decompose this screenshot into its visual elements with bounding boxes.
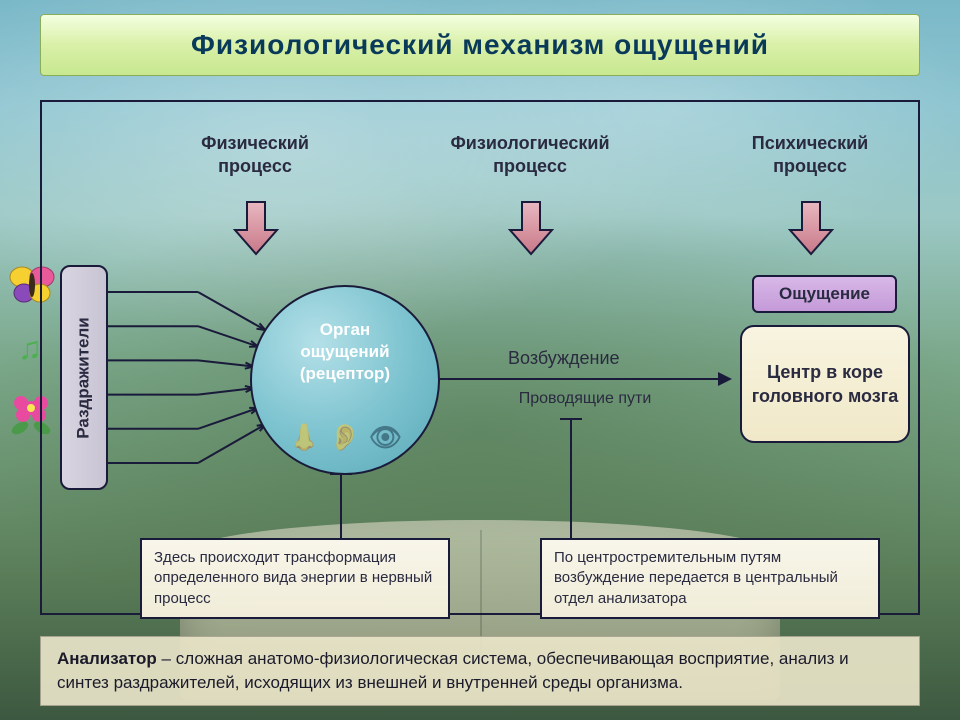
stimuli-box: Раздражители <box>60 265 108 490</box>
note-right-box: По центростремительным путям возбуждение… <box>540 538 880 619</box>
down-arrow-physiological <box>508 200 554 256</box>
organ-line2: ощущений <box>300 341 389 363</box>
note-left-text: Здесь происходит трансформация определен… <box>154 549 432 607</box>
footer-term: Анализатор <box>57 649 157 668</box>
organ-circle: Орган ощущений (рецептор) 👃 👂 👁 <box>250 285 440 475</box>
down-arrow-psychic <box>788 200 834 256</box>
label-psychic-process: Психический процесс <box>720 132 900 179</box>
sensation-label: Ощущение <box>779 284 870 304</box>
stimuli-label: Раздражители <box>74 317 94 438</box>
note-left-box: Здесь происходит трансформация определен… <box>140 538 450 619</box>
note-right-callout <box>570 420 572 538</box>
excitation-arrow <box>440 378 730 380</box>
music-note-icon: ♫ <box>18 330 42 367</box>
excitation-top-label: Возбуждение <box>508 348 620 369</box>
organ-line3: (рецептор) <box>300 363 390 385</box>
footer-definition: Анализатор – сложная анатомо-физиологиче… <box>40 636 920 706</box>
down-arrow-physical <box>233 200 279 256</box>
brain-center-box: Центр в коре головного мозга <box>740 325 910 443</box>
sensation-box: Ощущение <box>752 275 897 313</box>
organ-line1: Орган <box>320 319 370 341</box>
eye-icon: 👁 <box>369 421 402 455</box>
ear-icon: 👂 <box>328 421 360 455</box>
excitation-bottom-label: Проводящие пути <box>510 390 660 408</box>
note-left-callout <box>340 475 342 538</box>
label-physiological-process: Физиологический процесс <box>420 132 640 179</box>
sense-icons: 👃 👂 👁 <box>252 421 438 455</box>
page-title: Физиологический механизм ощущений <box>40 14 920 76</box>
footer-def-text: – сложная анатомо-физиологическая систем… <box>57 649 849 692</box>
brain-center-text: Центр в коре головного мозга <box>746 360 904 409</box>
label-physical-process: Физический процесс <box>175 132 335 179</box>
nose-icon: 👃 <box>288 421 320 455</box>
note-right-text: По центростремительным путям возбуждение… <box>554 549 838 607</box>
